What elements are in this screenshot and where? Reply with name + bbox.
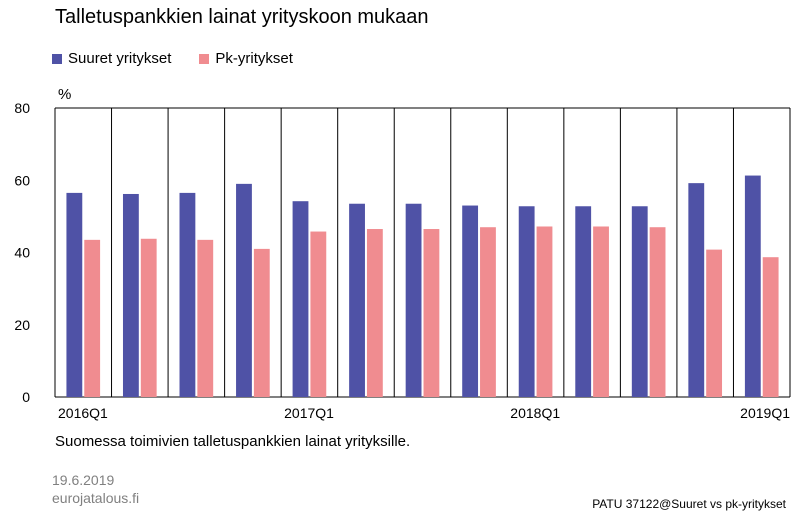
bar-large-companies	[66, 192, 83, 397]
bar-large-companies	[518, 206, 535, 397]
y-tick-label: 40	[14, 245, 30, 261]
bar-large-companies	[575, 206, 592, 397]
bar-large-companies	[236, 183, 252, 397]
chart-code: PATU 37122@Suuret vs pk-yritykset	[592, 497, 786, 511]
bar-sme	[366, 229, 383, 397]
bar-large-companies	[688, 183, 705, 397]
bar-sme	[140, 238, 157, 397]
publish-date: 19.6.2019	[52, 472, 115, 488]
bar-sme	[253, 248, 270, 397]
bar-sme	[197, 239, 214, 397]
bar-large-companies	[122, 193, 139, 397]
source-site: eurojatalous.fi	[52, 490, 140, 506]
bar-large-companies	[744, 175, 761, 397]
bar-sme	[649, 227, 666, 397]
legend-item-sme: Pk-yritykset	[199, 50, 293, 67]
bar-large-companies	[462, 205, 479, 397]
x-tick-label: 2019Q1	[740, 405, 790, 421]
legend-item-large: Suuret yritykset	[52, 50, 171, 67]
bar-sme	[423, 229, 440, 397]
legend-label-large: Suuret yritykset	[68, 50, 172, 67]
bar-large-companies	[349, 203, 365, 397]
bar-large-companies	[292, 201, 309, 397]
x-tick-label: 2016Q1	[58, 405, 108, 421]
bar-sme	[706, 249, 723, 397]
bar-sme	[84, 239, 101, 397]
legend-swatch-sme	[199, 53, 210, 64]
chart-title: Talletuspankkien lainat yrityskoon mukaa…	[55, 6, 429, 28]
y-tick-label: 20	[14, 317, 30, 333]
x-tick-label: 2017Q1	[284, 405, 334, 421]
bar-large-companies	[179, 192, 196, 397]
legend-label-sme: Pk-yritykset	[215, 50, 293, 67]
bar-sme	[762, 257, 779, 397]
bar-sme	[480, 227, 496, 397]
legend-swatch-large	[52, 53, 62, 64]
bar-sme	[310, 231, 327, 397]
bar-large-companies	[405, 203, 422, 397]
bar-sme	[536, 226, 553, 397]
bar-sme	[593, 226, 609, 397]
y-axis-unit: %	[58, 86, 72, 103]
chart-subtitle: Suomessa toimivien talletuspankkien lain…	[55, 433, 411, 450]
y-tick-label: 0	[22, 389, 30, 405]
y-tick-label: 80	[14, 100, 30, 116]
x-tick-label: 2018Q1	[510, 405, 560, 421]
y-tick-label: 60	[14, 172, 30, 188]
legend: Suuret yritykset Pk-yritykset	[52, 50, 293, 67]
bar-large-companies	[631, 206, 648, 397]
